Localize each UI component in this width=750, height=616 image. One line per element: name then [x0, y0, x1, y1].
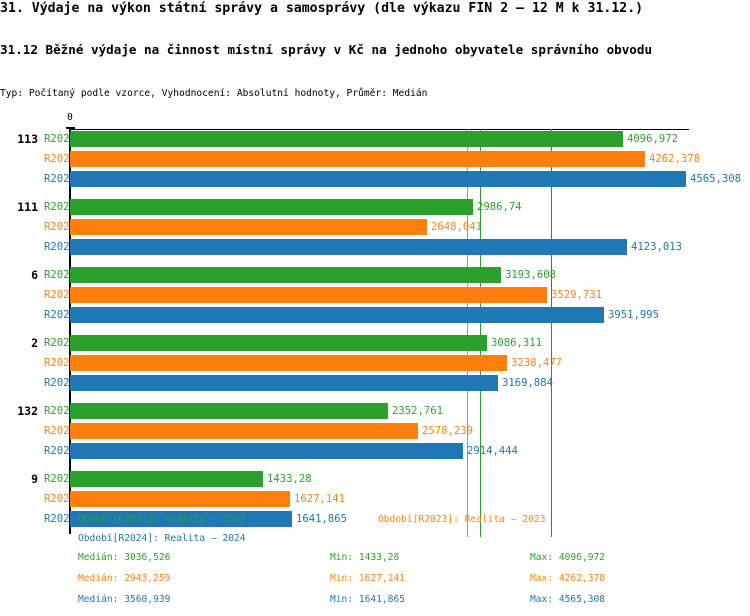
bar-r2022[interactable]	[70, 131, 623, 147]
bar-value-label: 3169,884	[502, 377, 554, 389]
bar-r2023[interactable]	[70, 287, 547, 303]
group-label: 9	[31, 472, 38, 486]
bar-value-label: 4096,972	[627, 133, 679, 145]
chart-options-line: Typ: Počítaný podle vzorce, Vyhodnocení:…	[0, 88, 428, 99]
bar-r2024[interactable]	[70, 443, 463, 459]
legend-item-r2022[interactable]: Období[R2022]: Realita – 2022	[78, 514, 246, 525]
stat-median-r2024: Medián: 3560,939	[78, 594, 171, 605]
series-label-r2023: R2023	[44, 357, 76, 369]
bar-r2023[interactable]	[70, 355, 507, 371]
page-title: 31. Výdaje na výkon státní správy a samo…	[0, 1, 644, 16]
bar-r2024[interactable]	[70, 511, 292, 527]
bar-value-label: 4262,378	[649, 153, 701, 165]
bar-r2022[interactable]	[70, 199, 473, 215]
chart-subtitle: 31.12 Běžné výdaje na činnost místní spr…	[0, 42, 653, 57]
stat-min-r2022: Min: 1433,28	[330, 552, 400, 563]
series-label-r2023: R2023	[44, 289, 76, 301]
series-label-r2023: R2023	[44, 153, 76, 165]
bar-r2024[interactable]	[70, 307, 604, 323]
bar-r2022[interactable]	[70, 335, 487, 351]
median-line-r2022	[480, 129, 481, 537]
bar-r2024[interactable]	[70, 375, 498, 391]
series-label-r2024: R2024	[44, 445, 76, 457]
stat-median-r2022: Medián: 3036,526	[78, 552, 171, 563]
stat-min-r2024: Min: 1641,865	[330, 594, 406, 605]
series-label-r2024: R2024	[44, 309, 76, 321]
bar-value-label: 1641,865	[296, 513, 348, 525]
value-axis	[69, 128, 71, 534]
series-label-r2022: R2022	[44, 473, 76, 485]
bar-value-label: 1627,141	[294, 493, 346, 505]
stat-max-r2022: Max: 4096,972	[530, 552, 606, 563]
group-label: 132	[17, 404, 38, 418]
axis-top-line	[70, 129, 690, 130]
bar-r2023[interactable]	[70, 151, 645, 167]
bar-value-label: 2578,239	[422, 425, 474, 437]
bar-r2024[interactable]	[70, 239, 627, 255]
stat-max-r2023: Max: 4262,378	[530, 573, 606, 584]
bar-value-label: 3086,311	[491, 337, 543, 349]
bar-value-label: 2648,041	[431, 221, 483, 233]
bar-r2024[interactable]	[70, 171, 686, 187]
median-line-r2024	[551, 129, 552, 537]
bar-value-label: 3193,608	[505, 269, 557, 281]
series-label-r2024: R2024	[44, 513, 76, 525]
legend-item-r2023[interactable]: Období[R2023]: Realita – 2023	[378, 514, 546, 525]
series-label-r2022: R2022	[44, 133, 76, 145]
bar-r2023[interactable]	[70, 423, 418, 439]
series-label-r2022: R2022	[44, 337, 76, 349]
series-label-r2024: R2024	[44, 377, 76, 389]
group-label: 2	[31, 336, 38, 350]
bar-value-label: 4123,013	[631, 241, 683, 253]
series-label-r2024: R2024	[44, 241, 76, 253]
stat-max-r2024: Max: 4565,308	[530, 594, 606, 605]
bar-value-label: 2986,74	[477, 201, 522, 213]
group-label: 6	[31, 268, 38, 282]
bar-r2023[interactable]	[70, 219, 427, 235]
bar-value-label: 3238,477	[511, 357, 563, 369]
median-line-r2023	[467, 129, 468, 537]
bar-value-label: 2914,444	[467, 445, 519, 457]
bar-value-label: 3529,731	[551, 289, 603, 301]
series-label-r2023: R2023	[44, 425, 76, 437]
axis-origin-label: 0	[67, 112, 73, 123]
bar-value-label: 1433,28	[267, 473, 312, 485]
group-label: 113	[17, 132, 38, 146]
bar-value-label: 3951,995	[608, 309, 660, 321]
series-label-r2022: R2022	[44, 269, 76, 281]
stat-min-r2023: Min: 1627,141	[330, 573, 406, 584]
bar-value-label: 2352,761	[392, 405, 444, 417]
bar-r2022[interactable]	[70, 403, 388, 419]
series-label-r2023: R2023	[44, 221, 76, 233]
group-label: 111	[17, 200, 38, 214]
series-label-r2023: R2023	[44, 493, 76, 505]
bar-value-label: 4565,308	[690, 173, 742, 185]
series-label-r2022: R2022	[44, 201, 76, 213]
legend-item-r2024[interactable]: Období[R2024]: Realita – 2024	[78, 533, 246, 544]
bar-r2022[interactable]	[70, 267, 501, 283]
bar-r2023[interactable]	[70, 491, 290, 507]
bar-r2022[interactable]	[70, 471, 263, 487]
stat-median-r2023: Medián: 2943,259	[78, 573, 171, 584]
series-label-r2022: R2022	[44, 405, 76, 417]
series-label-r2024: R2024	[44, 173, 76, 185]
